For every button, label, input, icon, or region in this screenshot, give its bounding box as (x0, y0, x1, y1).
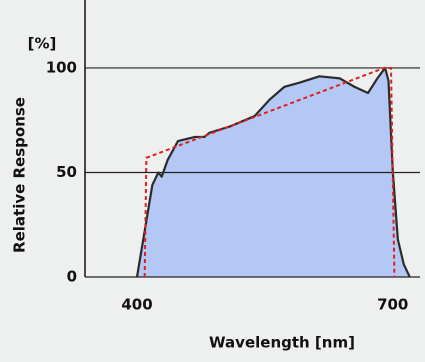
y-tick-label: 0 (67, 268, 77, 286)
area-line (135, 66, 411, 278)
y-tick-label: 50 (56, 163, 77, 181)
reference-line (143, 66, 396, 278)
x-tick-label: 700 (377, 296, 408, 314)
y-unit: [%] (28, 35, 57, 53)
y-axis-title: Relative Response (11, 97, 29, 253)
y-tick-label: 100 (46, 58, 77, 76)
x-axis-title: Wavelength [nm] (209, 334, 355, 352)
x-tick-label: 400 (121, 296, 152, 314)
